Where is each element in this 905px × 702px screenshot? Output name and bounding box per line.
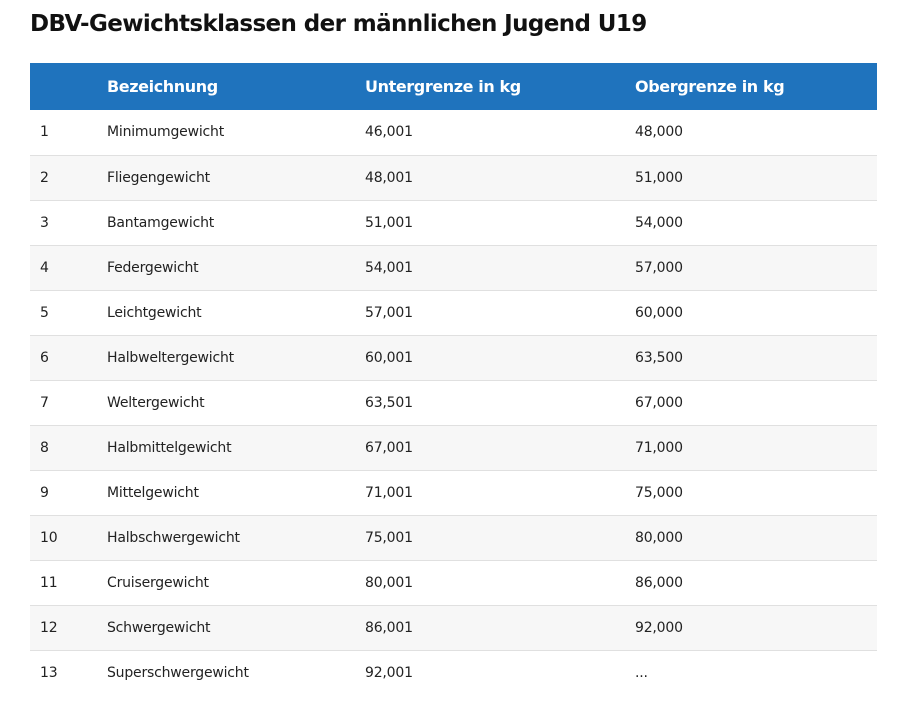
cell-upper-limit: 51,000 [635,169,683,186]
cell-upper-limit: 57,000 [635,259,683,276]
table-row: 1 Minimumgewicht 46,001 48,000 [30,110,877,155]
cell-upper-limit: ... [635,664,648,681]
cell-number: 2 [40,169,49,186]
cell-upper-limit: 67,000 [635,394,683,411]
cell-lower-limit: 75,001 [365,529,413,546]
table-row: 3 Bantamgewicht 51,001 54,000 [30,200,877,245]
cell-number: 3 [40,214,49,231]
cell-number: 11 [40,574,58,591]
cell-name: Leichtgewicht [107,304,202,321]
cell-lower-limit: 51,001 [365,214,413,231]
cell-name: Weltergewicht [107,394,205,411]
cell-number: 10 [40,529,58,546]
cell-number: 4 [40,259,49,276]
column-header-upper-limit: Obergrenze in kg [635,77,785,96]
column-header-name: Bezeichnung [107,77,218,96]
table-row: 13 Superschwergewicht 92,001... [30,650,877,695]
cell-name: Minimumgewicht [107,124,224,141]
cell-lower-limit: 92,001 [365,664,413,681]
page-title: DBV-Gewichtsklassen der männlichen Jugen… [30,11,647,37]
cell-upper-limit: 92,000 [635,619,683,636]
cell-name: Superschwergewicht [107,664,249,681]
cell-lower-limit: 86,001 [365,619,413,636]
cell-upper-limit: 86,000 [635,574,683,591]
table-row: 6 Halbweltergewicht 60,001 63,500 [30,335,877,380]
cell-name: Schwergewicht [107,619,211,636]
cell-number: 8 [40,439,49,456]
cell-name: Halbmittelgewicht [107,439,232,456]
cell-number: 5 [40,304,49,321]
column-header-lower-limit: Untergrenze in kg [365,77,521,96]
cell-number: 7 [40,394,49,411]
cell-upper-limit: 80,000 [635,529,683,546]
cell-upper-limit: 60,000 [635,304,683,321]
cell-name: Halbschwergewicht [107,529,240,546]
cell-lower-limit: 63,501 [365,394,413,411]
table-row: 12 Schwergewicht 86,001 92,000 [30,605,877,650]
cell-lower-limit: 57,001 [365,304,413,321]
table-header-row: Bezeichnung Untergrenze in kg Obergrenze… [30,63,877,110]
column-header-number [30,63,107,110]
cell-number: 9 [40,484,49,501]
cell-name: Bantamgewicht [107,214,215,231]
table-body: 1 Minimumgewicht 46,001 48,000 2 Fliegengewic… [30,110,877,695]
table-row: 5 Leichtgewicht 57,001 60,000 [30,290,877,335]
table-row: 4 Federgewicht 54,001 57,000 [30,245,877,290]
table-row: 2 Fliegengewicht 48,001 51,000 [30,155,877,200]
cell-lower-limit: 48,001 [365,169,413,186]
cell-lower-limit: 54,001 [365,259,413,276]
cell-name: Mittelgewicht [107,484,199,501]
table-row: 10 Halbschwergewicht 75,001 80,000 [30,515,877,560]
table-row: 9 Mittelgewicht 71,001 75,000 [30,470,877,515]
cell-lower-limit: 71,001 [365,484,413,501]
cell-lower-limit: 46,001 [365,124,413,141]
weight-class-table: Bezeichnung Untergrenze in kg Obergrenze… [30,63,877,695]
cell-name: Cruisergewicht [107,574,209,591]
cell-number: 13 [40,664,58,681]
cell-lower-limit: 60,001 [365,349,413,366]
cell-number: 1 [40,124,49,141]
cell-upper-limit: 63,500 [635,349,683,366]
cell-name: Federgewicht [107,259,199,276]
cell-upper-limit: 71,000 [635,439,683,456]
table-row: 8 Halbmittelgewicht 67,001 71,000 [30,425,877,470]
table-row: 11 Cruisergewicht 80,001 86,000 [30,560,877,605]
table-row: 7 Weltergewicht 63,501 67,000 [30,380,877,425]
cell-number: 12 [40,619,58,636]
cell-name: Halbweltergewicht [107,349,234,366]
cell-lower-limit: 80,001 [365,574,413,591]
cell-upper-limit: 75,000 [635,484,683,501]
table-header: Bezeichnung Untergrenze in kg Obergrenze… [30,63,877,110]
cell-lower-limit: 67,001 [365,439,413,456]
cell-upper-limit: 48,000 [635,124,683,141]
cell-name: Fliegengewicht [107,169,210,186]
cell-number: 6 [40,349,49,366]
cell-upper-limit: 54,000 [635,214,683,231]
